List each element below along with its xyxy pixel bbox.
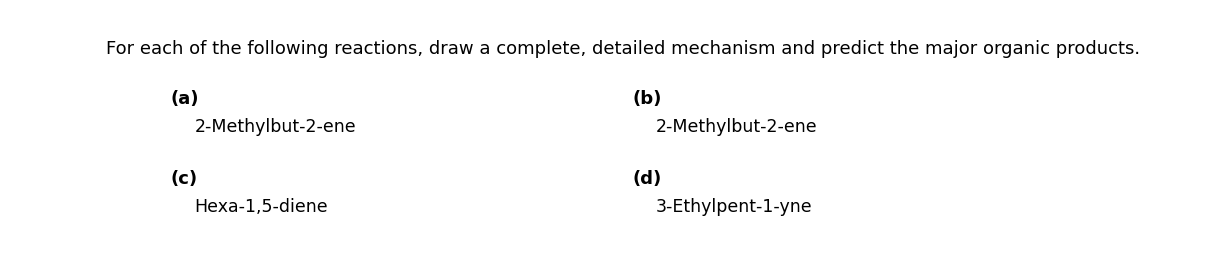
- Text: For each of the following reactions, draw a complete, detailed mechanism and pre: For each of the following reactions, dra…: [106, 40, 1141, 58]
- Text: Hexa-1,5-diene: Hexa-1,5-diene: [195, 198, 328, 216]
- Text: (c): (c): [170, 170, 198, 188]
- Text: (d): (d): [632, 170, 662, 188]
- Text: (a): (a): [170, 90, 199, 108]
- Text: 2-Methylbut-2-ene: 2-Methylbut-2-ene: [657, 118, 818, 136]
- Text: 2-Methylbut-2-ene: 2-Methylbut-2-ene: [195, 118, 356, 136]
- Text: (b): (b): [632, 90, 662, 108]
- Text: 3-Ethylpent-1-yne: 3-Ethylpent-1-yne: [657, 198, 812, 216]
